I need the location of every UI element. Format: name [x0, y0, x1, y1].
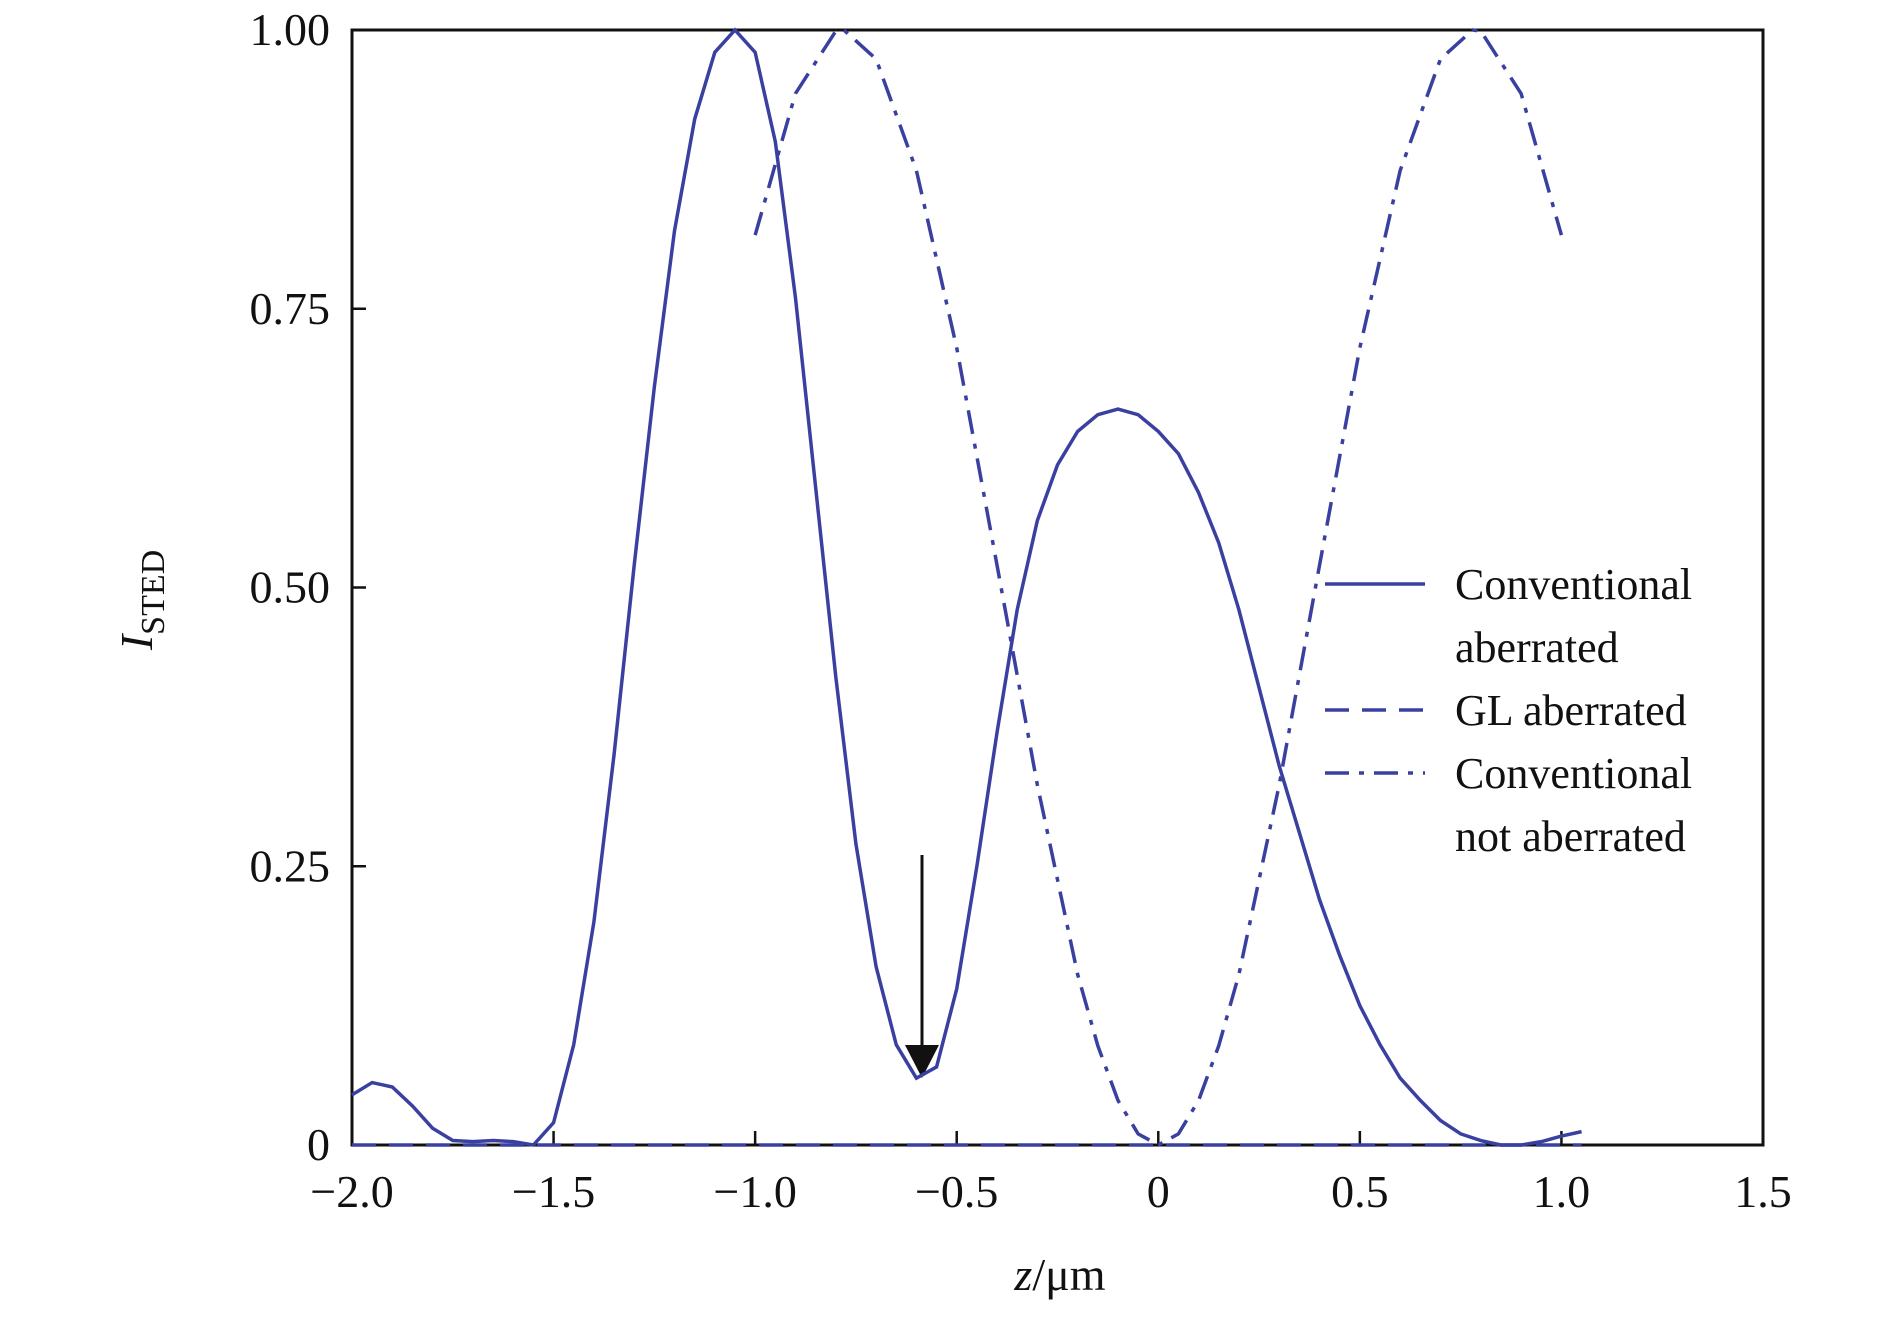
legend-swatch [1325, 708, 1425, 712]
series-line [753, 28, 1564, 1147]
x-tick-label: −1.0 [713, 1166, 796, 1217]
x-tick-label: 1.5 [1734, 1166, 1792, 1217]
x-tick-label: −0.5 [915, 1166, 998, 1217]
annotation-arrow [905, 855, 939, 1078]
x-label-unit: /μm [1032, 1249, 1105, 1300]
y-tick-label: 1.00 [250, 4, 331, 55]
series-line [351, 27, 1582, 1147]
y-label-main: I [111, 632, 162, 651]
x-tick-label: 0.5 [1331, 1166, 1389, 1217]
y-axis-label: ISTED [111, 550, 172, 651]
y-tick-label: 0 [307, 1119, 330, 1170]
y-tick-label: 0.50 [250, 562, 331, 613]
x-axis-label: z/μm [1013, 1249, 1105, 1300]
legend-swatch [1325, 771, 1425, 775]
legend-item: Conventional aberrated [1325, 553, 1692, 679]
y-label-text: ISTED [111, 550, 172, 651]
legend: Conventional aberrated GL aberrated Conven… [1325, 553, 1692, 868]
y-tick-label: 0.75 [250, 283, 331, 334]
legend-label: Conventional not aberrated [1455, 749, 1693, 861]
x-tick-label: 1.0 [1533, 1166, 1591, 1217]
y-label-sub: STED [135, 550, 172, 635]
x-tick-label: −1.5 [512, 1166, 595, 1217]
arrow-head [905, 1045, 939, 1078]
x-label-main: z [1013, 1249, 1032, 1300]
legend-item: Conventional not aberrated [1325, 742, 1692, 868]
y-tick-label: 0.25 [250, 840, 331, 891]
legend-swatch [1325, 582, 1425, 586]
legend-label: Conventional aberrated [1455, 560, 1693, 672]
legend-item: GL aberrated [1325, 679, 1692, 742]
x-tick-label: −2.0 [310, 1166, 393, 1217]
legend-label: GL aberrated [1455, 686, 1687, 735]
x-tick-label: 0 [1147, 1166, 1170, 1217]
